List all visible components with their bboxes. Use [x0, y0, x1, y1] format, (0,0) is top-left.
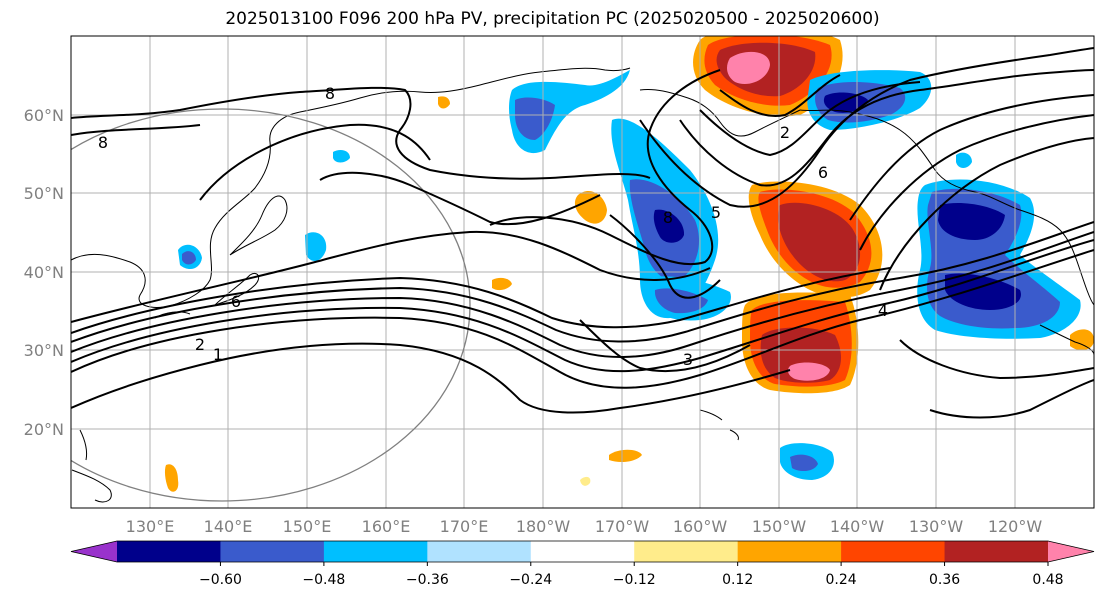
- colorbar-extend-low: [71, 541, 117, 562]
- lon-label: 180°W: [516, 517, 571, 536]
- lon-label: 170°W: [595, 517, 650, 536]
- contour-label: 6: [231, 292, 241, 311]
- contour-label: 8: [325, 84, 335, 103]
- colorbar-segment: [737, 541, 842, 562]
- colorbar-segment: [427, 541, 532, 562]
- map-frame: [70, 35, 1095, 509]
- contour-label: 8: [98, 133, 108, 152]
- colorbar-tick-label: −0.24: [509, 572, 552, 588]
- colorbar: [70, 540, 1095, 563]
- lon-label: 160°W: [673, 517, 728, 536]
- lon-label: 150°W: [752, 517, 807, 536]
- colorbar-tick-label: −0.12: [613, 572, 656, 588]
- lon-label: 120°W: [988, 517, 1043, 536]
- contour-label: 3: [683, 350, 693, 369]
- lat-label: 60°N: [24, 106, 64, 125]
- colorbar-segment: [841, 541, 946, 562]
- colorbar-segment: [530, 541, 635, 562]
- map-plot-area: 8 8 6 2 1 3 4 6 2 8 5: [71, 36, 1094, 508]
- map-title: 2025013100 F096 200 hPa PV, precipitatio…: [225, 9, 880, 29]
- contour-label: 2: [780, 123, 790, 142]
- lon-label: 170°E: [440, 517, 489, 536]
- contour-label: 4: [878, 301, 888, 320]
- colorbar-segment: [634, 541, 739, 562]
- contour-label: 6: [818, 163, 828, 182]
- contour-label: 2: [195, 335, 205, 354]
- colorbar-tick-label: −0.36: [406, 572, 449, 588]
- colorbar-ticks: −0.60 −0.48 −0.36 −0.24 −0.12 0.12 0.24 0.36 0.4…: [199, 562, 1064, 588]
- contour-label: 5: [711, 203, 721, 222]
- reference-circle: [71, 108, 471, 502]
- coastlines: [71, 67, 1094, 503]
- lon-label: 150°E: [283, 517, 332, 536]
- lon-label: 130°W: [909, 517, 964, 536]
- lat-label: 40°N: [24, 263, 64, 282]
- longitude-labels: 130°E 140°E 150°E 160°E 170°E 180°W 170°…: [126, 517, 1043, 536]
- colorbar-extend-high: [1048, 541, 1094, 562]
- colorbar-tick-label: 0.36: [929, 572, 960, 588]
- colorbar-segment: [944, 541, 1049, 562]
- lon-label: 130°E: [126, 517, 175, 536]
- contour-label: 8: [663, 208, 673, 227]
- contour-labels: 8 8 6 2 1 3 4 6 2 8 5: [98, 84, 888, 369]
- lat-label: 20°N: [24, 420, 64, 439]
- pv-contours: [71, 47, 1094, 419]
- colorbar-tick-label: −0.48: [302, 572, 345, 588]
- lon-label: 140°W: [830, 517, 885, 536]
- lon-label: 140°E: [204, 517, 253, 536]
- lon-label: 160°E: [362, 517, 411, 536]
- colorbar-tick-label: 0.48: [1032, 572, 1063, 588]
- latitude-labels: 60°N 50°N 40°N 30°N 20°N: [24, 106, 64, 439]
- lat-label: 30°N: [24, 341, 64, 360]
- colorbar-tick-label: 0.24: [826, 572, 857, 588]
- graticule: [71, 36, 1094, 508]
- contour-label: 1: [213, 345, 223, 364]
- lat-label: 50°N: [24, 184, 64, 203]
- colorbar-outline: [70, 540, 1095, 563]
- colorbar-tick-label: −0.60: [199, 572, 242, 588]
- colorbar-segment: [323, 541, 428, 562]
- colorbar-segment: [117, 541, 221, 562]
- colorbar-tick-label: 0.12: [722, 572, 753, 588]
- colorbar-segment: [220, 541, 325, 562]
